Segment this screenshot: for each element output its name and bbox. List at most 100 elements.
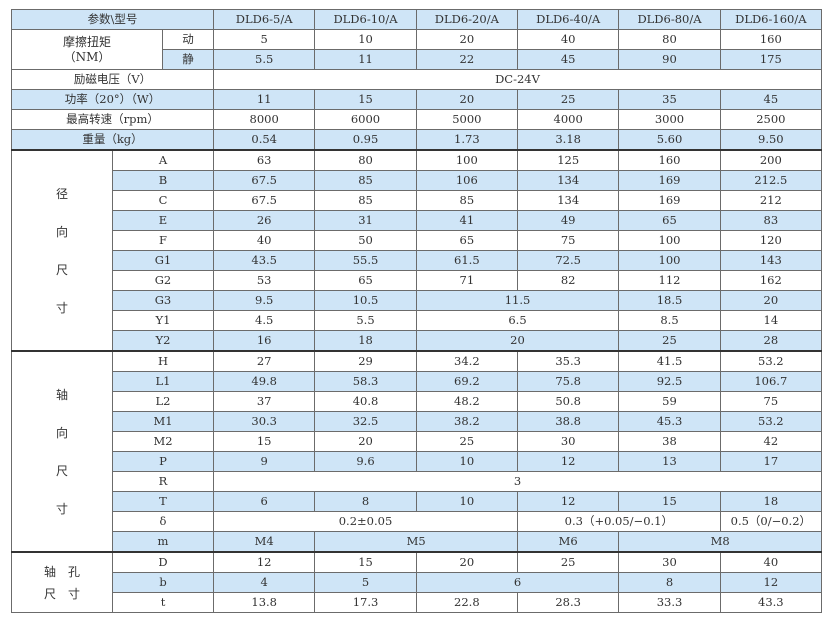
table-cell: 43.3 [719, 592, 823, 613]
table-cell: 15 [618, 491, 721, 512]
table-cell: 9 [213, 451, 316, 472]
row-label: G2 [111, 270, 215, 291]
table-cell: M8 [618, 531, 822, 553]
table-cell: 69.2 [415, 371, 519, 392]
row-label: R [111, 471, 215, 492]
table-cell: 72.5 [516, 250, 620, 271]
table-cell: 112 [618, 270, 721, 291]
table-cell: 175 [719, 49, 823, 70]
spec-table: 参数\型号 DLD6-5/A DLD6-10/A DLD6-20/A DLD6-40/A… [10, 9, 823, 613]
table-cell: 40 [213, 230, 316, 251]
table-cell: 11 [213, 89, 316, 110]
model-header: DLD6-10/A [314, 9, 417, 30]
row-label: 励磁电压（V） [10, 69, 215, 90]
table-cell: 41.5 [618, 350, 721, 372]
table-cell: 160 [618, 149, 721, 171]
table-cell: 41 [415, 210, 519, 231]
table-cell: 2500 [719, 109, 823, 130]
table-cell: 4.5 [213, 310, 316, 331]
table-cell: 10 [415, 451, 519, 472]
group-label-char: 尺 寸 [43, 586, 80, 601]
torque-unit: （NM） [63, 49, 111, 64]
row-label: b [111, 572, 215, 593]
table-cell: 43.5 [213, 250, 316, 271]
row-label: 动 [161, 29, 215, 50]
table-row: Y2 16 18 20 25 28 [12, 330, 823, 352]
table-row: δ 0.2±0.05 0.3（+0.05/−0.1） 0.5（0/−0.2） [12, 511, 823, 532]
table-row: 最高转速（rpm） 8000 6000 5000 4000 3000 2500 [10, 109, 823, 130]
table-row: 摩擦扭矩 （NM）动 5 10 20 40 80 160 [11, 29, 823, 70]
table-cell: 85 [415, 190, 519, 211]
table-cell: 10 [314, 29, 417, 50]
table-cell: 92.5 [618, 371, 721, 392]
table-row: C 67.5 85 85 134 169 212 [12, 190, 823, 211]
table-row: 重量（kg） 0.54 0.95 1.73 3.18 5.60 9.50 [10, 129, 823, 151]
table-row: G1 43.5 55.5 61.5 72.5 100 143 [12, 250, 823, 271]
table-cell: 6 [213, 491, 316, 512]
table-cell: 0.2±0.05 [213, 511, 518, 532]
table-row: 轴 孔尺 寸 D 12 15 20 25 30 40 [11, 551, 823, 613]
row-label: C [111, 190, 215, 211]
table-cell: 13 [618, 451, 721, 472]
group-label-char: 轴 [55, 387, 68, 402]
table-cell: 40 [719, 551, 823, 573]
table-cell: 106.7 [719, 371, 823, 392]
table-cell: 5 [314, 572, 417, 593]
table-cell: 30 [618, 551, 721, 573]
table-row: P 9 9.6 10 12 13 17 [12, 451, 823, 472]
table-row: G3 9.5 10.5 11.5 18.5 20 [12, 290, 823, 311]
table-cell: 5.60 [618, 129, 721, 151]
table-cell: 3000 [618, 109, 721, 130]
table-cell: 8 [314, 491, 417, 512]
table-cell: 25 [415, 431, 519, 452]
group-label-char: 寸 [55, 300, 68, 315]
table-cell: 143 [719, 250, 823, 271]
table-row: b 4 5 6 8 12 [12, 572, 823, 593]
table-cell: 100 [415, 149, 519, 171]
table-cell: 8000 [213, 109, 316, 130]
table-cell: 63 [213, 149, 316, 171]
table-cell: 6 [415, 572, 620, 593]
table-cell: 134 [516, 170, 620, 191]
table-cell: 6000 [314, 109, 417, 130]
table-cell: 20 [314, 431, 417, 452]
table-cell: 15 [314, 89, 417, 110]
table-cell: 12 [516, 491, 620, 512]
table-cell: 40.8 [314, 391, 417, 412]
header-label: 参数\型号 [10, 9, 215, 30]
row-label: L1 [111, 371, 215, 392]
row-label: M2 [111, 431, 215, 452]
table-cell: 5000 [415, 109, 519, 130]
table-cell: 28.3 [516, 592, 620, 613]
row-label: 重量（kg） [10, 129, 215, 151]
table-cell: 45.3 [618, 411, 721, 432]
table-cell: 20 [415, 551, 519, 573]
table-cell: 1.73 [415, 129, 519, 151]
table-cell: 160 [719, 29, 823, 50]
table-cell: 45 [719, 89, 823, 110]
table-cell: 5.5 [213, 49, 316, 70]
table-row: L2 37 40.8 48.2 50.8 59 75 [12, 391, 823, 412]
table-row: F 40 50 65 75 100 120 [12, 230, 823, 251]
table-cell: 169 [618, 190, 721, 211]
table-cell: 53.2 [719, 350, 823, 372]
table-cell: 32.5 [314, 411, 417, 432]
table-row: L1 49.8 58.3 69.2 75.8 92.5 106.7 [12, 371, 823, 392]
table-cell: 27 [213, 350, 316, 372]
table-cell: 18.5 [618, 290, 721, 311]
table-cell: 33.3 [618, 592, 721, 613]
table-cell: 31 [314, 210, 417, 231]
table-cell: 53.2 [719, 411, 823, 432]
group-label-char: 向 [55, 425, 68, 440]
table-cell: 9.50 [719, 129, 823, 151]
table-cell: 82 [516, 270, 620, 291]
table-cell: 30 [516, 431, 620, 452]
table-row: t 13.8 17.3 22.8 28.3 33.3 43.3 [12, 592, 823, 613]
table-cell: 125 [516, 149, 620, 171]
torque-label: 摩擦扭矩 （NM） [11, 29, 163, 70]
table-cell: 67.5 [213, 170, 316, 191]
table-cell: 37 [213, 391, 316, 412]
row-label: E [111, 210, 215, 231]
table-cell: 15 [213, 431, 316, 452]
table-cell: 4000 [516, 109, 620, 130]
